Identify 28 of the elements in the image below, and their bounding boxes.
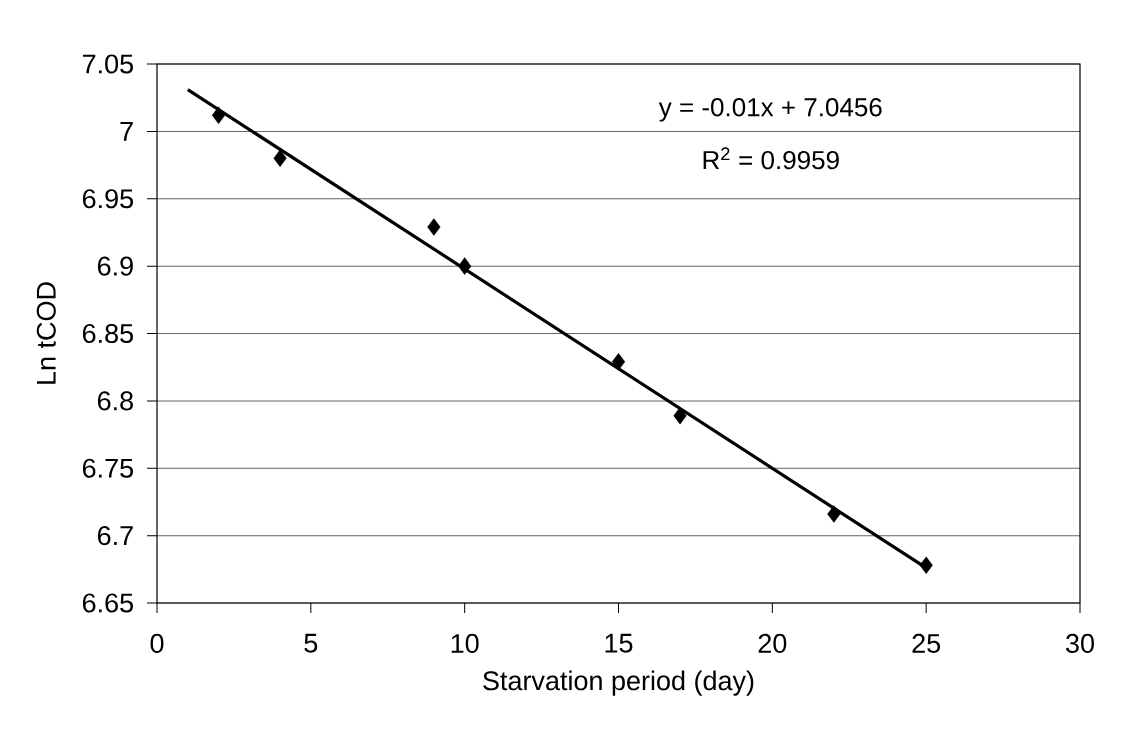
annotation: y = -0.01x + 7.0456 bbox=[658, 98, 882, 122]
x-tick-label: 30 bbox=[1066, 633, 1094, 653]
y-tick-label: 6.75 bbox=[82, 458, 133, 478]
x-tick-label: 20 bbox=[758, 633, 787, 653]
point bbox=[458, 257, 472, 275]
y-axis-title: Ln tCOD bbox=[36, 282, 56, 384]
point bbox=[919, 556, 933, 574]
y-tick-label: 7 bbox=[120, 122, 133, 141]
x-axis-title: Starvation period (day) bbox=[483, 670, 754, 696]
y-tick-label: 6.95 bbox=[82, 189, 133, 209]
point bbox=[273, 149, 287, 168]
y-tick-label: 6.7 bbox=[97, 526, 133, 546]
y-tick-label: 6.65 bbox=[82, 593, 133, 613]
point bbox=[427, 218, 441, 236]
x-tick-label: 5 bbox=[304, 633, 318, 653]
y-tick-label: 6.9 bbox=[97, 256, 133, 276]
point bbox=[673, 407, 687, 425]
x-tick-label: 25 bbox=[912, 633, 941, 653]
y-tick-label: 6.85 bbox=[82, 323, 133, 344]
point bbox=[611, 353, 626, 371]
x-tick-label: 10 bbox=[451, 633, 479, 653]
annotation: R$^{2}$ = 0.9959 bbox=[703, 147, 839, 170]
y-tick-label: 7.05 bbox=[82, 54, 133, 74]
y-tick-label: 6.8 bbox=[97, 391, 133, 411]
x-tick-label: 0 bbox=[150, 633, 164, 653]
point bbox=[211, 106, 226, 124]
x-tick-label: 15 bbox=[605, 633, 633, 653]
point bbox=[827, 505, 841, 523]
